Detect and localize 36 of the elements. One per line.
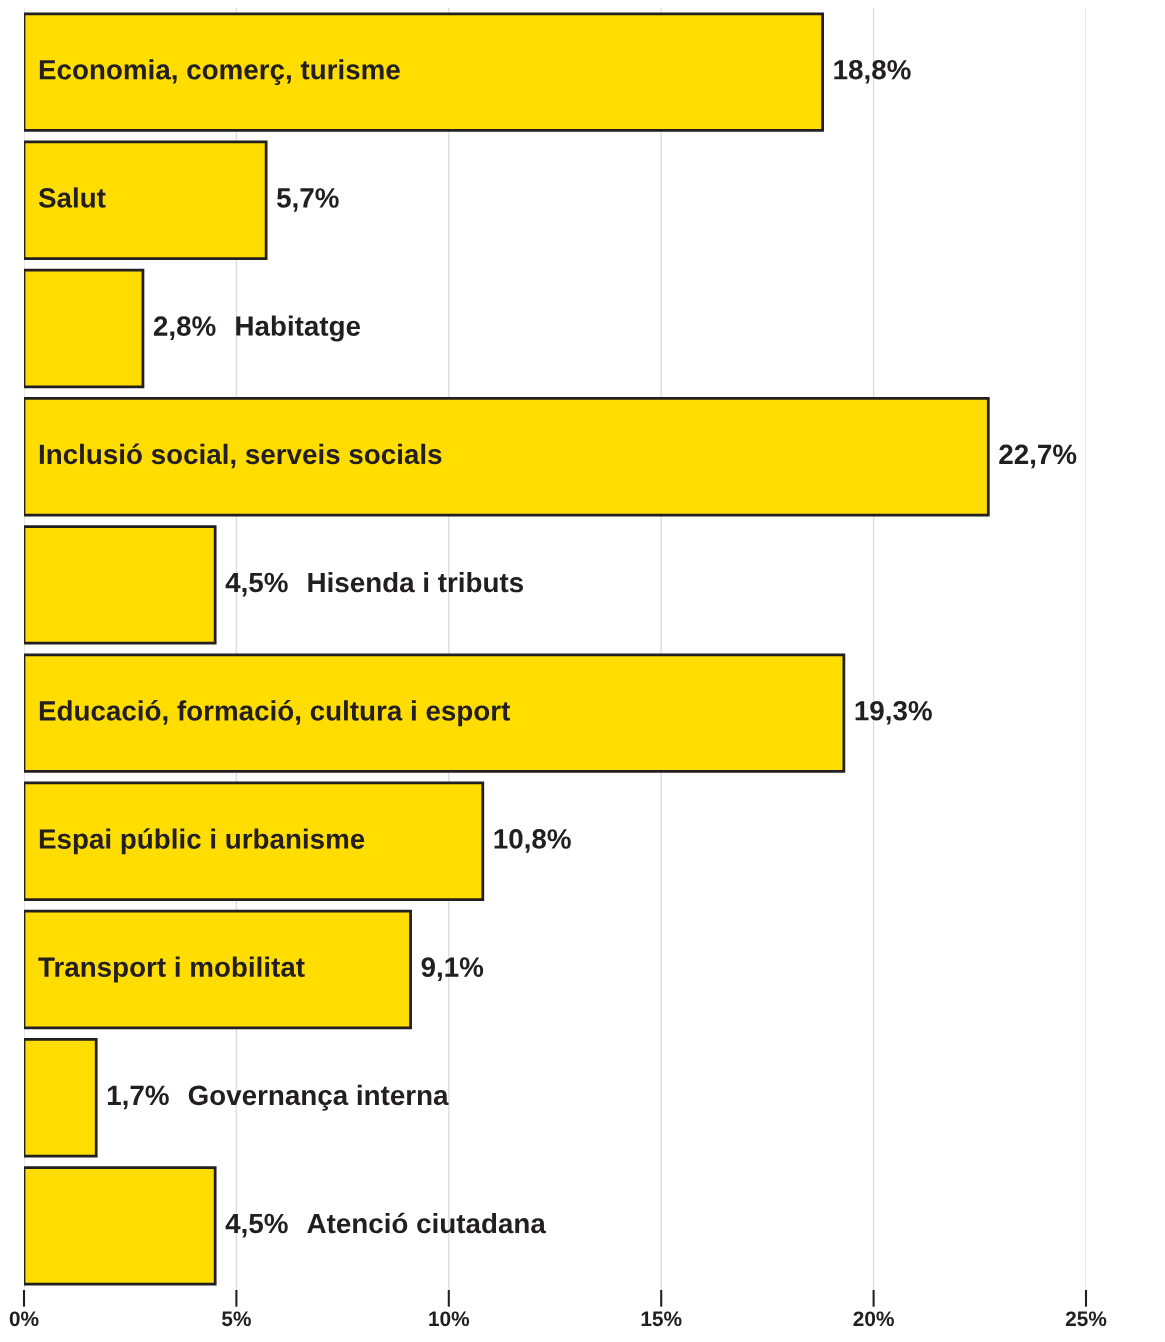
y-tick-label: Economia, comerç, turisme [39,59,400,86]
x-tick-label: 15% [641,1311,682,1327]
data-label: 5,7% [276,188,339,212]
x-tick-label: 10% [429,1311,470,1327]
bar [24,268,145,389]
data-label: 4,5% [225,1213,288,1238]
y-tick-label: Habitatge [236,315,361,342]
bar [24,12,825,132]
y-tick-label: Atenció ciutadana [307,1212,546,1234]
bar [24,1166,217,1286]
y-tick-label: Salut [38,187,106,208]
bar [24,1037,98,1158]
x-tick-label: 20% [853,1311,894,1327]
y-tick-label: Hisenda i tributs [308,571,524,593]
data-label: 18,8% [834,59,911,84]
y-tick-label: Espai públic i urbanisme [39,828,365,855]
y-tick-label: Educació, formació, cultura i esport [39,700,510,727]
bar [24,140,268,261]
data-label: 22,7% [999,444,1077,469]
data-label: 10,8% [494,829,571,853]
x-tick-label: 0% [9,1311,39,1327]
y-tick-label: Governança interna [188,1084,449,1111]
data-label: 1,7% [107,1085,169,1110]
data-label: 9,1% [421,957,484,981]
x-tick-label: 5% [221,1311,251,1327]
bar [24,525,217,645]
x-tick-label: 25% [1065,1311,1107,1327]
bar [24,653,846,773]
y-tick-label: Transport i mobilitat [38,956,305,983]
data-label: 4,5% [225,572,288,597]
data-label: 19,3% [855,700,932,725]
y-tick-label: Inclusió social, serveis socials [39,443,442,469]
data-label: 2,8% [153,316,216,340]
bar [24,396,990,517]
bar [24,781,485,902]
bar [24,909,412,1030]
